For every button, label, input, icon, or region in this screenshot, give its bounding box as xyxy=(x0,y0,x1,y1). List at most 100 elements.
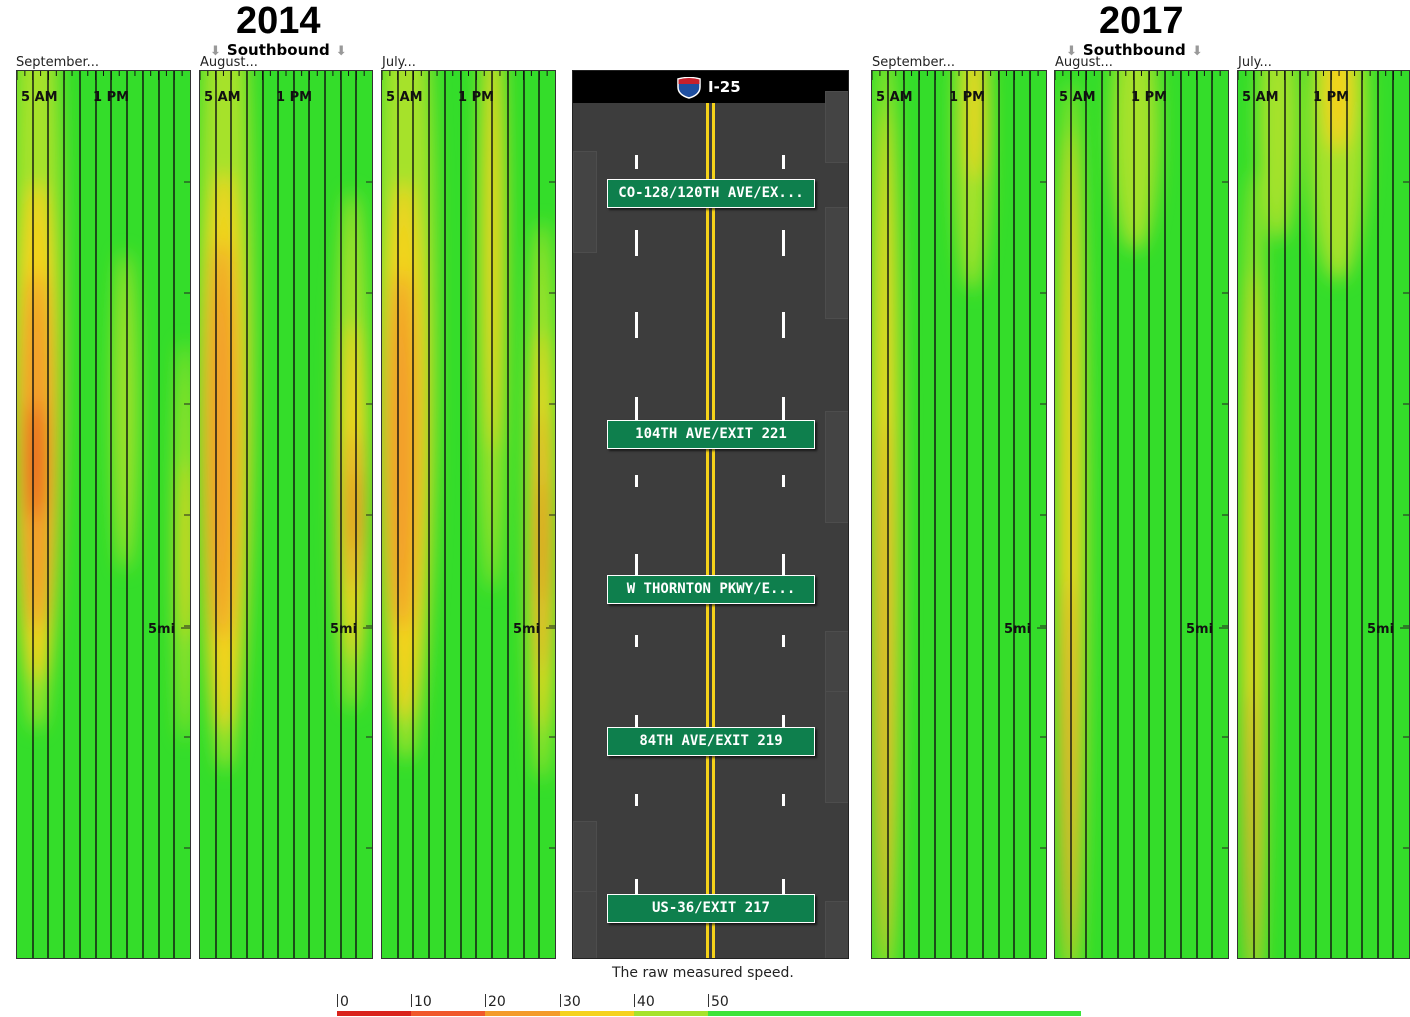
down-arrow-icon[interactable]: ⬇ xyxy=(210,44,221,59)
month-label: September... xyxy=(872,55,956,70)
lane-dash xyxy=(635,397,638,423)
distance-label: 5mi xyxy=(1186,622,1213,637)
heatmap-panel-2017-september[interactable]: 5 AM 1 PM 5mi xyxy=(871,70,1047,959)
down-arrow-icon[interactable]: ⬇ xyxy=(335,44,347,59)
congestion-region xyxy=(1111,71,1159,251)
distance-label: 5mi xyxy=(148,622,175,637)
center-line-right xyxy=(712,103,715,958)
congestion-region xyxy=(1308,71,1368,281)
time-label: 1 PM xyxy=(276,90,312,105)
time-label: 5 AM xyxy=(386,90,423,105)
roadside-shape xyxy=(825,411,848,523)
lane-dash xyxy=(635,475,638,487)
congestion-region xyxy=(1247,691,1257,958)
heatmap-svg: 5 AM 1 PM 5mi xyxy=(872,71,1046,958)
heatmap-panel-2014-july[interactable]: 5 AM 1 PM 5mi xyxy=(381,70,556,959)
time-label: 5 AM xyxy=(1059,90,1096,105)
heatmap-panel-2014-august[interactable]: 5 AM 1 PM 5mi xyxy=(199,70,373,959)
exit-sign[interactable]: US-36/EXIT 217 xyxy=(607,894,815,923)
month-label: September... xyxy=(16,55,100,70)
distance-label: 5mi xyxy=(513,622,540,637)
heatmap-svg: 5 AM 1 PM 5mi xyxy=(1238,71,1409,958)
congestion-region xyxy=(27,401,43,521)
congestion-region xyxy=(387,271,417,631)
month-label: July... xyxy=(382,55,416,70)
heatmap-panel-2014-september[interactable]: 5 AM 1 PM 5mi xyxy=(16,70,191,959)
time-label: 1 PM xyxy=(93,90,129,105)
exit-sign[interactable]: 104TH AVE/EXIT 221 xyxy=(607,420,815,449)
lane-dash xyxy=(635,312,638,338)
legend-tick-label: 40 xyxy=(634,994,655,1010)
lane-dash xyxy=(782,312,785,338)
interstate-shield-icon xyxy=(677,77,701,99)
lane-dash xyxy=(635,155,638,169)
exit-sign[interactable]: W THORNTON PKWY/E... xyxy=(607,575,815,604)
congestion-region xyxy=(352,471,358,551)
congestion-region xyxy=(1258,71,1298,241)
time-label: 5 AM xyxy=(204,90,241,105)
roadside-shape xyxy=(825,207,848,319)
legend-color-band xyxy=(337,1011,411,1016)
roadside-shape xyxy=(825,901,848,958)
lane-dash xyxy=(782,230,785,256)
month-label: August... xyxy=(200,55,258,70)
time-label: 5 AM xyxy=(21,90,58,105)
roadside-shape xyxy=(573,151,597,253)
time-label: 5 AM xyxy=(1242,90,1279,105)
chart-caption: The raw measured speed. xyxy=(612,965,794,981)
legend-tick-label: 0 xyxy=(337,994,349,1010)
congestion-region xyxy=(207,241,237,641)
legend-color-band xyxy=(485,1011,560,1016)
heatmap-svg: 5 AM 1 PM 5mi xyxy=(17,71,190,958)
time-label: 1 PM xyxy=(1131,90,1167,105)
highway-name: I-25 xyxy=(708,78,741,96)
congestion-region xyxy=(113,251,137,571)
congestion-region xyxy=(181,461,190,641)
heatmap-svg: 5 AM 1 PM 5mi xyxy=(382,71,555,958)
lane-dash xyxy=(782,794,785,806)
lane-dash xyxy=(782,155,785,169)
lane-dash xyxy=(635,794,638,806)
year-title-2017: 2017 xyxy=(1099,0,1184,42)
year-title-2014: 2014 xyxy=(236,0,321,42)
time-label: 5 AM xyxy=(876,90,913,105)
direction-text: Southbound xyxy=(1082,41,1186,59)
down-arrow-icon[interactable]: ⬇ xyxy=(1066,44,1077,59)
roadside-shape xyxy=(573,891,597,958)
lane-dash xyxy=(782,879,785,905)
lane-dash xyxy=(782,554,785,580)
roadside-shape xyxy=(825,691,848,803)
congestion-region xyxy=(1063,581,1075,958)
time-label: 1 PM xyxy=(458,90,494,105)
center-line-left xyxy=(706,103,709,958)
time-label: 1 PM xyxy=(949,90,985,105)
lane-dash xyxy=(782,635,785,647)
lane-dash xyxy=(635,635,638,647)
heatmap-svg: 5 AM 1 PM 5mi xyxy=(1055,71,1228,958)
legend-color-band xyxy=(708,1011,1081,1016)
legend-tick-label: 50 xyxy=(708,994,729,1010)
distance-label: 5mi xyxy=(1004,622,1031,637)
road-header: I-25 xyxy=(573,71,848,103)
congestion-region xyxy=(486,71,502,451)
legend-color-band xyxy=(411,1011,485,1016)
congestion-region xyxy=(877,421,889,958)
roadside-shape xyxy=(825,91,848,163)
down-arrow-icon[interactable]: ⬇ xyxy=(1191,44,1203,59)
road-diagram: I-25 CO-128/120TH AVE/EX... 104TH AVE/EX… xyxy=(572,70,849,959)
congestion-region xyxy=(540,481,546,601)
congestion-region xyxy=(968,71,984,181)
heatmap-svg: 5 AM 1 PM 5mi xyxy=(200,71,372,958)
month-label: August... xyxy=(1055,55,1113,70)
legend-color-band xyxy=(634,1011,708,1016)
legend-tick-label: 10 xyxy=(411,994,432,1010)
legend-tick-label: 30 xyxy=(560,994,581,1010)
heatmap-panel-2017-july[interactable]: 5 AM 1 PM 5mi xyxy=(1237,70,1410,959)
exit-sign[interactable]: CO-128/120TH AVE/EX... xyxy=(607,179,815,208)
lane-dash xyxy=(782,475,785,487)
distance-label: 5mi xyxy=(330,622,357,637)
heatmap-panel-2017-august[interactable]: 5 AM 1 PM 5mi xyxy=(1054,70,1229,959)
lane-dash xyxy=(782,397,785,423)
direction-text: Southbound xyxy=(226,41,330,59)
exit-sign[interactable]: 84TH AVE/EXIT 219 xyxy=(607,727,815,756)
